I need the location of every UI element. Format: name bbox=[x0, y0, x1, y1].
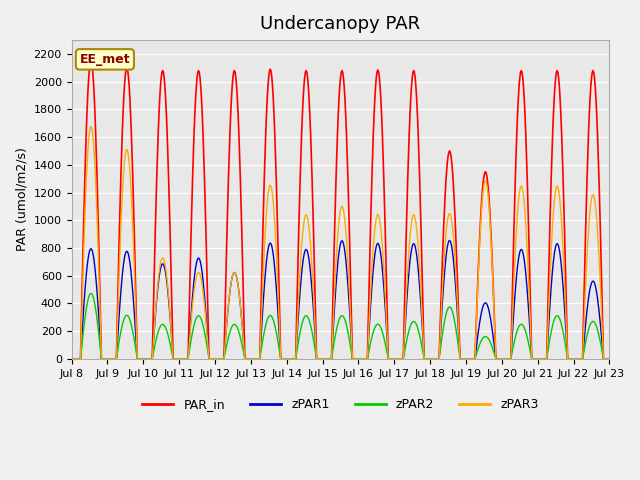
PAR_in bbox=[133, 356, 141, 362]
PAR_in bbox=[77, 323, 85, 328]
PAR_in bbox=[87, 58, 95, 64]
zPAR2 bbox=[216, 356, 224, 362]
zPAR1 bbox=[421, 356, 429, 362]
zPAR1 bbox=[68, 356, 76, 362]
zPAR2 bbox=[133, 356, 141, 362]
Legend: PAR_in, zPAR1, zPAR2, zPAR3: PAR_in, zPAR1, zPAR2, zPAR3 bbox=[137, 394, 544, 417]
zPAR1 bbox=[605, 356, 612, 362]
zPAR2 bbox=[68, 356, 76, 362]
Y-axis label: PAR (umol/m2/s): PAR (umol/m2/s) bbox=[15, 147, 28, 252]
zPAR3 bbox=[77, 330, 85, 336]
zPAR3 bbox=[605, 356, 612, 362]
zPAR1 bbox=[216, 356, 223, 362]
PAR_in bbox=[188, 203, 196, 208]
Line: zPAR2: zPAR2 bbox=[72, 293, 609, 359]
zPAR3 bbox=[406, 234, 414, 240]
PAR_in bbox=[605, 356, 612, 362]
zPAR3 bbox=[87, 123, 95, 129]
zPAR1 bbox=[445, 238, 453, 243]
PAR_in bbox=[216, 356, 224, 362]
PAR_in bbox=[406, 112, 414, 118]
zPAR3 bbox=[68, 356, 76, 362]
zPAR1 bbox=[188, 312, 195, 318]
zPAR2 bbox=[77, 348, 85, 354]
zPAR1 bbox=[405, 266, 413, 272]
zPAR1 bbox=[77, 344, 85, 349]
zPAR2 bbox=[87, 290, 95, 296]
Line: PAR_in: PAR_in bbox=[72, 61, 609, 359]
zPAR3 bbox=[188, 310, 196, 316]
PAR_in bbox=[422, 356, 429, 362]
zPAR2 bbox=[188, 333, 196, 339]
zPAR2 bbox=[605, 356, 612, 362]
zPAR2 bbox=[406, 324, 414, 330]
Line: zPAR1: zPAR1 bbox=[72, 240, 609, 359]
Line: zPAR3: zPAR3 bbox=[72, 126, 609, 359]
zPAR3 bbox=[133, 356, 141, 362]
Text: EE_met: EE_met bbox=[79, 53, 130, 66]
zPAR1 bbox=[132, 344, 140, 350]
zPAR3 bbox=[422, 356, 429, 362]
Title: Undercanopy PAR: Undercanopy PAR bbox=[260, 15, 420, 33]
PAR_in bbox=[68, 356, 76, 362]
zPAR2 bbox=[422, 356, 429, 362]
zPAR3 bbox=[216, 356, 224, 362]
